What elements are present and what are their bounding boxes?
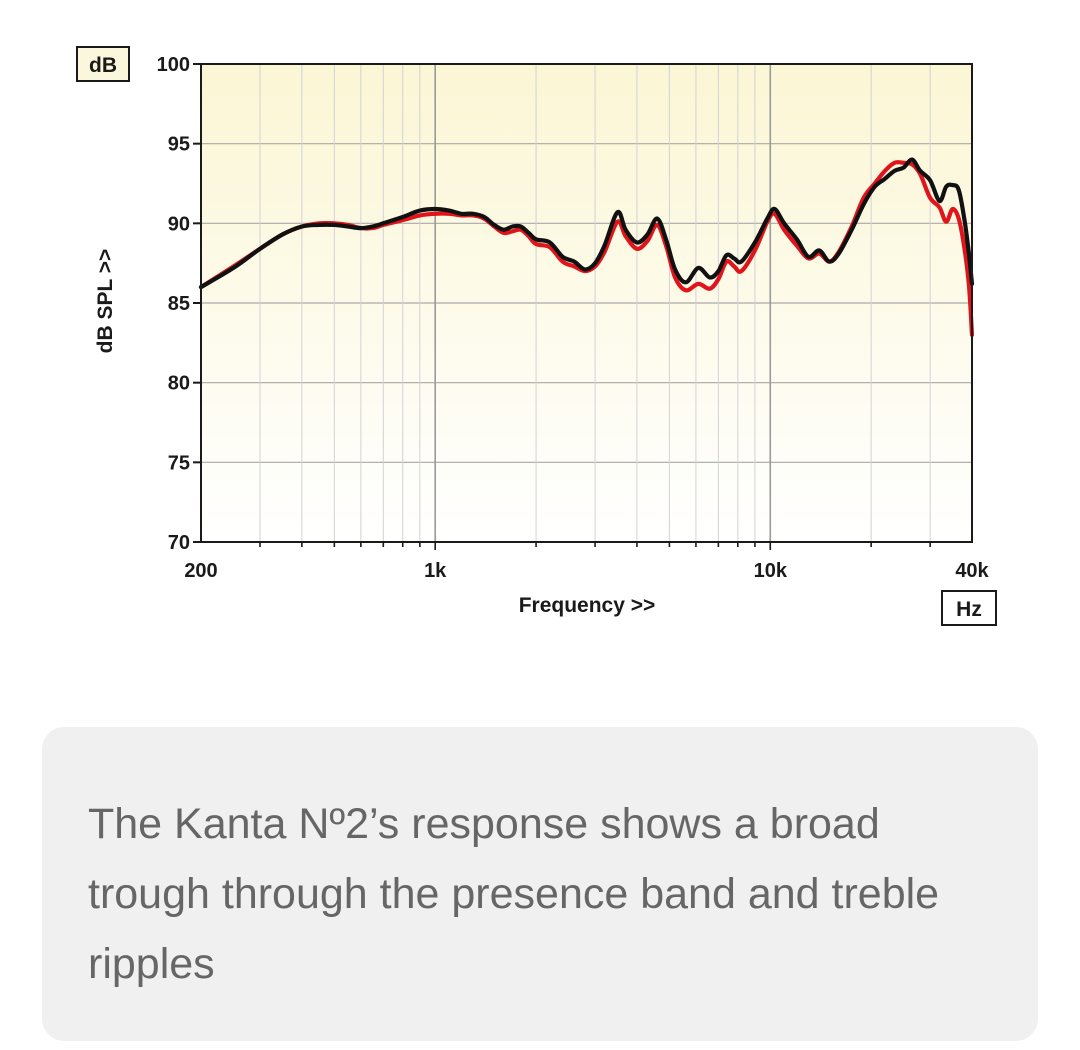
y-tick-label: 75: [168, 452, 190, 474]
y-unit-box: dB: [76, 46, 130, 82]
x-tick-label: 1k: [424, 560, 447, 582]
y-axis-title: dB SPL >>: [94, 249, 117, 354]
figure-caption: The Kanta Nº2’s response shows a broad t…: [88, 800, 940, 988]
y-tick-label: 90: [168, 213, 190, 235]
grid-lines: [201, 64, 972, 542]
y-tick-label: 100: [157, 54, 190, 76]
x-tick-label: 200: [184, 560, 217, 582]
x-unit-box: Hz: [941, 590, 997, 626]
y-tick-label: 70: [168, 532, 190, 554]
frequency-response-chart: 100 95 90 85 80 75 70 200 1k 10k 40k dB Hz Freque…: [76, 46, 997, 626]
chart-svg: 100 95 90 85 80 75 70 200 1k 10k 40k dB Hz Freque…: [76, 46, 997, 626]
x-unit-label: Hz: [956, 598, 982, 621]
y-tick-label: 95: [168, 134, 190, 156]
series-lines: [198, 157, 975, 337]
caption-box: The Kanta Nº2’s response shows a broad t…: [42, 727, 1038, 1041]
x-tick-label: 40k: [955, 560, 989, 582]
y-tick-label: 85: [168, 293, 190, 315]
x-axis-title: Frequency >>: [519, 594, 656, 617]
series-line-black: [198, 157, 975, 290]
y-tick-label: 80: [168, 373, 190, 395]
x-axis-ticks: 200 1k 10k 40k: [184, 542, 990, 582]
y-axis-ticks: 100 95 90 85 80 75 70: [157, 54, 201, 554]
y-unit-label: dB: [89, 54, 117, 77]
series-line-red: [198, 160, 975, 337]
x-tick-label: 10k: [754, 560, 788, 582]
